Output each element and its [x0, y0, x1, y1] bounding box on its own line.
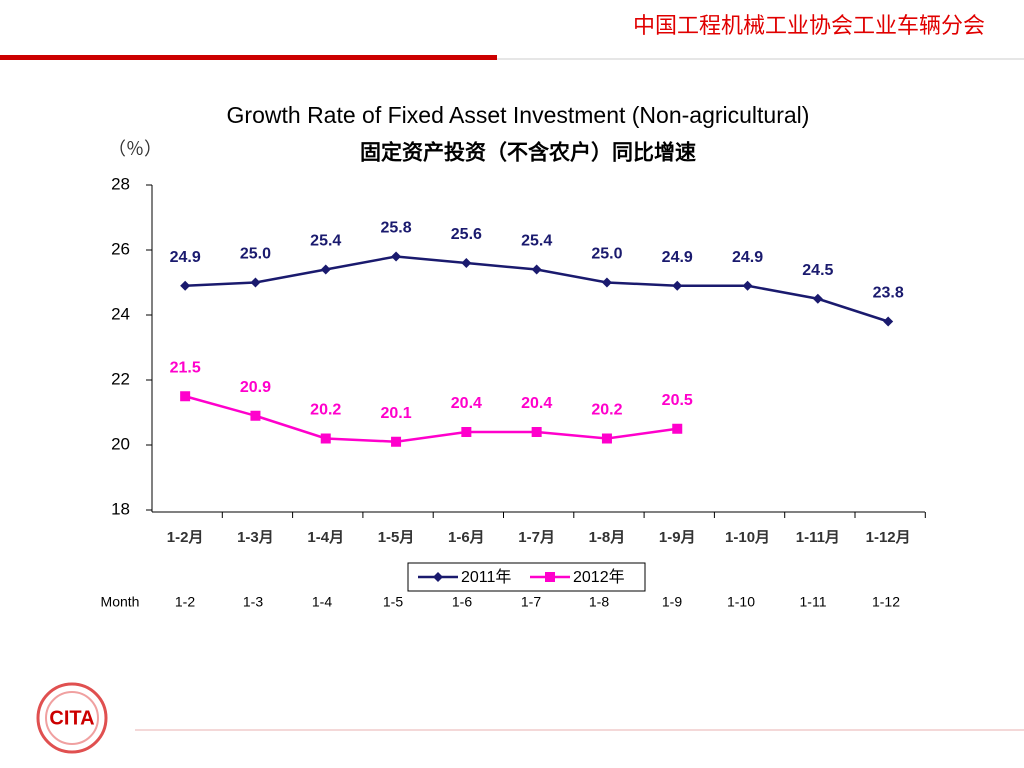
y-tick-label: 28	[111, 174, 130, 193]
point	[391, 436, 402, 447]
logo: CITA	[36, 682, 108, 754]
x-tick-label: 1-3月	[237, 529, 274, 546]
data-label: 20.1	[380, 405, 411, 422]
x-tick-label: 1-2月	[167, 529, 204, 546]
logo-ring	[36, 682, 108, 754]
data-label: 25.8	[380, 220, 411, 237]
point	[250, 410, 261, 421]
data-label: 20.4	[451, 395, 482, 412]
data-label: 25.0	[591, 246, 622, 263]
x-tick-label: 1-12月	[866, 529, 911, 546]
y-tick-label: 18	[111, 499, 130, 518]
month-item: 1-11	[800, 594, 827, 610]
point	[180, 391, 191, 402]
point	[320, 433, 331, 444]
data-label: 24.5	[802, 262, 833, 279]
point	[433, 572, 443, 582]
month-item: 1-5	[383, 594, 403, 610]
point	[812, 293, 823, 304]
point	[250, 277, 261, 288]
data-label: 25.4	[310, 233, 341, 250]
x-tick-label: 1-9月	[659, 529, 696, 546]
data-label: 21.5	[170, 359, 201, 376]
data-label: 20.2	[310, 402, 341, 419]
point	[672, 423, 683, 434]
point	[531, 427, 542, 437]
logo-text: CITA	[49, 707, 94, 729]
line	[184, 395, 678, 444]
month-item: 1-8	[589, 594, 609, 610]
point	[531, 264, 542, 275]
month-item: 1-2	[175, 594, 195, 610]
point	[883, 316, 894, 327]
y-axis-label: （％）	[108, 139, 162, 159]
point	[742, 280, 753, 291]
data-label: 20.9	[240, 379, 271, 396]
data-label: 24.9	[170, 249, 201, 266]
x-tick-label: 1-11月	[796, 529, 840, 546]
point	[461, 427, 472, 437]
y-tick-label: 20	[111, 434, 130, 453]
header-bar	[0, 55, 497, 60]
data-label: 25.4	[521, 233, 552, 250]
data-label: 24.9	[732, 249, 763, 266]
header: 中国工程机械工业协会工业车辆分会	[633, 13, 985, 38]
x-tick-label: 1-6月	[448, 529, 485, 546]
data-label: 20.4	[521, 395, 552, 412]
month-item: 1-9	[662, 594, 682, 610]
point	[180, 280, 191, 291]
x-tick-label: 1-10月	[725, 529, 770, 546]
y-tick-label: 22	[111, 369, 130, 388]
point	[461, 258, 472, 268]
point	[601, 277, 612, 288]
series: 21.5 20.9 20.2 20.1 20.4 20.4 20.2 20.5	[170, 359, 693, 447]
month-item: 1-3	[243, 594, 263, 610]
point	[391, 251, 402, 262]
point	[672, 280, 683, 291]
point	[320, 264, 331, 275]
x-tick-label: 1-4月	[307, 529, 344, 546]
month-item: 1-7	[521, 594, 541, 610]
data-label: 23.8	[873, 285, 904, 302]
y-tick-label: 24	[111, 304, 130, 323]
logo-ring-inner	[45, 691, 99, 745]
data-label: 25.6	[451, 226, 482, 243]
x-tick-label: 1-7月	[518, 529, 555, 546]
month-item: 1-6	[452, 594, 472, 610]
data-label: 20.5	[662, 392, 693, 409]
chart-title: Growth Rate of Fixed Asset Investment (N…	[227, 102, 810, 128]
month-label: Month	[101, 594, 140, 610]
point	[545, 572, 555, 582]
chart-subtitle: 固定资产投资（不含农户）同比增速	[360, 141, 696, 165]
month-item: 1-12	[872, 594, 900, 610]
data-label: 20.2	[591, 402, 622, 419]
x-tick-label: 1-8月	[589, 529, 626, 546]
legend-label: 2011年	[461, 568, 511, 586]
point	[601, 433, 612, 444]
month-item: 1-4	[312, 594, 332, 610]
series: 24.9 25.0 25.4 25.8 25.6 25.4 25.0 24.9 24.9 24.5…	[170, 220, 904, 327]
legend-label: 2012年	[573, 568, 625, 586]
y-tick-label: 26	[111, 239, 130, 258]
data-label: 24.9	[662, 249, 693, 266]
x-tick-label: 1-5月	[378, 529, 415, 546]
data-label: 25.0	[240, 246, 271, 263]
month-item: 1-10	[727, 594, 755, 610]
